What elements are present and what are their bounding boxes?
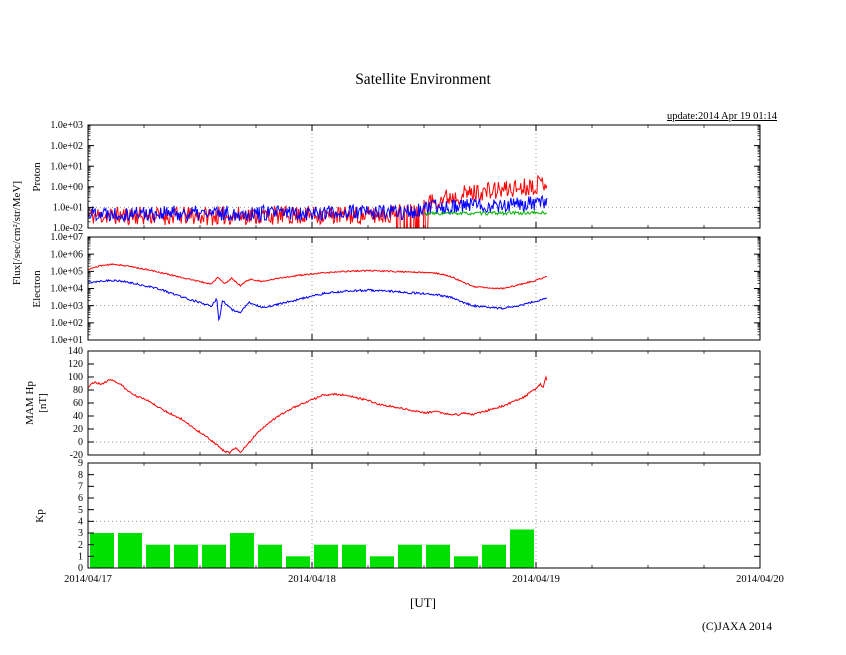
y-tick-label: 1.0e+03 xyxy=(50,301,83,312)
kp-bar xyxy=(118,533,142,568)
x-tick-label: 2014/04/18 xyxy=(288,574,336,585)
series-proton-green xyxy=(423,210,547,217)
y-tick-label: 2 xyxy=(78,540,83,551)
y-tick-label: 1.0e+04 xyxy=(50,284,83,295)
y-tick-label: 1.0e+03 xyxy=(50,120,83,131)
y-tick-label: 0 xyxy=(78,563,83,574)
copyright: (C)JAXA 2014 xyxy=(702,621,772,633)
kp-bar xyxy=(90,533,114,568)
panel-hp: 140 120 100 80 60 40 20 0 -20 xyxy=(68,346,761,461)
kp-bar xyxy=(230,533,254,568)
panel-electron: 1.0e+07 1.0e+06 1.0e+05 1.0e+04 1.0e+03 1.0e+… xyxy=(50,232,761,346)
y-tick-label: 5 xyxy=(78,505,83,516)
y-tick-label: 1.0e+07 xyxy=(50,232,83,243)
series-hp-red xyxy=(88,375,548,455)
y-tick-label: 1.0e+02 xyxy=(50,318,83,329)
y-tick-label: 120 xyxy=(68,359,83,370)
y-tick-label: 1.0e-01 xyxy=(53,203,83,214)
kp-bar xyxy=(454,556,478,568)
kp-bar xyxy=(202,544,226,568)
page-title: Satellite Environment xyxy=(355,71,491,88)
series-proton-blue xyxy=(88,194,548,223)
y-tick-label: 6 xyxy=(78,493,83,504)
kp-bar xyxy=(342,544,366,568)
kp-bar xyxy=(482,544,506,568)
y-tick-label: 9 xyxy=(78,458,83,469)
y-tick-label: 1.0e+06 xyxy=(50,249,83,260)
y-tick-label: 1.0e+00 xyxy=(50,182,83,193)
kp-bar xyxy=(286,556,310,568)
x-tick-label: 2014/04/20 xyxy=(736,574,784,585)
y-tick-label: 4 xyxy=(78,517,83,528)
update-timestamp: update:2014 Apr 19 01:14 xyxy=(667,111,777,122)
y-tick-label: 60 xyxy=(73,398,83,409)
y-tick-label: 1 xyxy=(78,552,83,563)
kp-bar xyxy=(174,544,198,568)
x-tick-label: 2014/04/17 xyxy=(64,574,112,585)
panel-frame xyxy=(87,350,761,456)
kp-bar xyxy=(258,544,282,568)
series-electron-red xyxy=(88,263,547,290)
kp-bar xyxy=(398,544,422,568)
y-tick-label: 100 xyxy=(68,372,83,383)
y-tick-label: 80 xyxy=(73,385,83,396)
y-tick-label: 1.0e+02 xyxy=(50,141,83,152)
kp-bar xyxy=(510,529,534,568)
kp-bar xyxy=(370,556,394,568)
y-tick-label: 7 xyxy=(78,482,83,493)
y-tick-label: 40 xyxy=(73,411,83,422)
panel-frame xyxy=(87,236,761,341)
y-tick-label: 1.0e+05 xyxy=(50,267,83,278)
y-tick-label: 140 xyxy=(68,346,83,357)
y-tick-label: 8 xyxy=(78,470,83,481)
y-tick-label: 3 xyxy=(78,528,83,539)
kp-bar xyxy=(314,544,338,568)
x-axis-unit-label: [UT] xyxy=(410,595,436,610)
kp-bar xyxy=(426,544,450,568)
x-tick-label: 2014/04/19 xyxy=(512,574,560,585)
y-tick-label: -20 xyxy=(70,450,83,461)
y-tick-label: 1.0e+01 xyxy=(50,161,83,172)
panel-proton: 1.0e+03 1.0e+02 1.0e+01 1.0e+00 1.0e-01 1.0e-… xyxy=(50,120,761,234)
series-electron-blue xyxy=(88,279,548,322)
series-proton-red xyxy=(88,174,548,228)
y-tick-label: 1.0e+01 xyxy=(50,335,83,346)
y-tick-label: 20 xyxy=(73,424,83,435)
y-tick-label: 1.0e-02 xyxy=(53,223,83,234)
kp-bar xyxy=(146,544,170,568)
y-tick-label: 0 xyxy=(78,437,83,448)
